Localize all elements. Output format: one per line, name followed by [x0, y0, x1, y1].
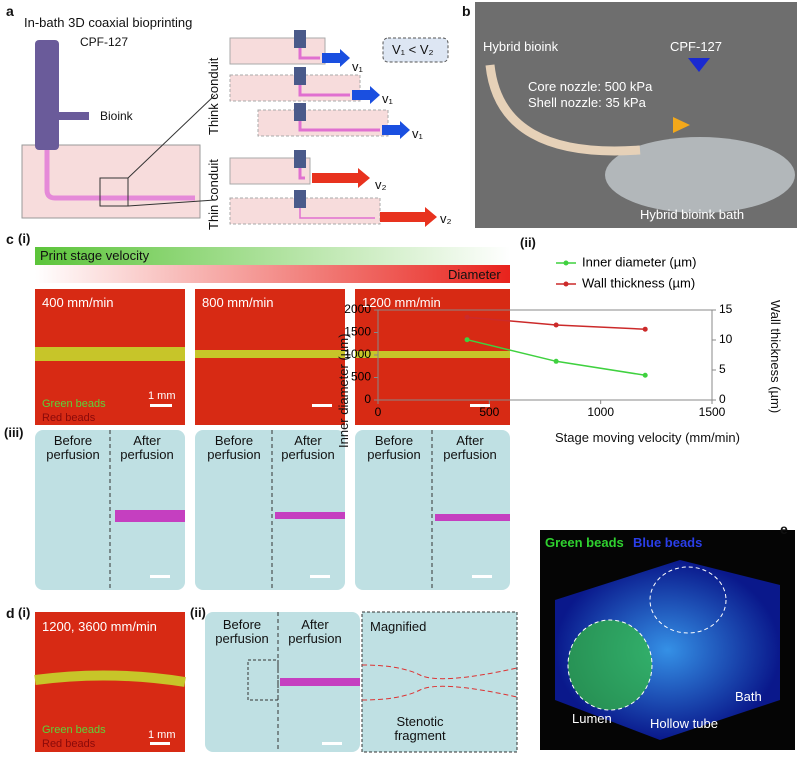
label: Hybrid bioink bath: [640, 207, 745, 222]
label: Green beads: [42, 398, 106, 410]
panel-letter: c: [6, 231, 14, 247]
label: After perfusion: [281, 433, 335, 463]
point: [464, 337, 470, 343]
x-axis-title: Stage moving velocity (mm/min): [555, 430, 740, 445]
legend-label: Inner diameter (µm): [582, 254, 696, 269]
label: 1200, 3600 mm/min: [42, 619, 157, 634]
y-tick-label: 0: [364, 392, 371, 406]
y2-tick-label: 0: [719, 392, 726, 406]
x-tick-label: 0: [375, 405, 382, 419]
label: CPF-127: [80, 35, 129, 49]
label: After perfusion: [443, 433, 497, 463]
legend-label: Wall thickness (µm): [582, 275, 695, 290]
diameter-bar: [35, 265, 510, 283]
y-axis-title: Inner diameter (µm): [336, 333, 351, 448]
label: CPF-127: [670, 39, 723, 54]
label: After perfusion: [288, 617, 342, 647]
label: Before perfusion: [207, 433, 261, 463]
title: In-bath 3D coaxial bioprinting: [24, 15, 193, 30]
panel-letter: d: [6, 605, 15, 621]
line-chart: 0 500 1000 15000500100015002000051015Inner …: [344, 254, 732, 419]
velocity-bar: [35, 247, 510, 265]
legend-marker: [563, 281, 569, 287]
panel-letter: a: [6, 3, 14, 19]
label: Thin conduit: [206, 159, 221, 230]
label: Hollow tube: [650, 716, 718, 731]
images-d: [34, 611, 518, 753]
label: Magnified: [370, 619, 427, 634]
arrow: [673, 117, 690, 133]
label: v₂: [375, 177, 387, 192]
label: Bath: [735, 689, 762, 704]
label: Before perfusion: [215, 617, 269, 647]
label: 400 mm/min: [42, 295, 114, 310]
point: [642, 326, 648, 332]
label: Red beads: [42, 738, 96, 750]
y-tick-label: 1000: [344, 347, 371, 361]
label: Before perfusion: [46, 433, 100, 463]
label: v₁: [412, 126, 423, 141]
fluor-images: [35, 289, 510, 425]
label: 1 mm: [148, 729, 176, 741]
panel-label: (ii): [520, 235, 536, 250]
y2-tick-label: 15: [719, 302, 733, 316]
point: [464, 314, 470, 320]
x-tick-label: 500: [479, 405, 499, 419]
x-tick-label: 1000: [587, 405, 614, 419]
x-tick-label: 1500: [699, 405, 726, 419]
y-tick-label: 1500: [344, 325, 371, 339]
y2-tick-label: 10: [719, 332, 733, 346]
image-e: [540, 530, 795, 750]
point: [553, 358, 559, 364]
label: 1200 mm/min: [362, 295, 441, 310]
label: Diameter: [448, 267, 501, 282]
label: Shell nozzle: 35 kPa: [528, 95, 646, 110]
panel-letter: b: [462, 3, 471, 19]
label: Lumen: [572, 711, 612, 726]
point: [642, 372, 648, 378]
panel-letter: e: [780, 521, 788, 537]
point: [553, 322, 559, 328]
label: Core nozzle: 500 kPa: [528, 79, 653, 94]
panel-label: (i): [18, 605, 31, 620]
label: Blue beads: [633, 535, 703, 550]
perfusion-images: [35, 430, 510, 590]
label: Red beads: [42, 412, 96, 424]
label: Think conduit: [206, 57, 221, 135]
tube: [485, 64, 641, 156]
label: v₂: [440, 211, 452, 226]
panel-label: (iii): [4, 425, 24, 440]
label: After perfusion: [120, 433, 174, 463]
label: V₁ < V₂: [392, 42, 434, 57]
dish: [605, 137, 795, 213]
label: v₁: [382, 91, 393, 106]
y2-axis-title: Wall thickness (µm): [768, 300, 783, 414]
panel-label: (ii): [190, 605, 206, 620]
y-tick-label: 500: [351, 370, 371, 384]
label: v₁: [352, 59, 363, 74]
label: Print stage velocity: [40, 248, 150, 263]
panel-label: (i): [18, 231, 31, 246]
y2-tick-label: 5: [719, 362, 726, 376]
y-tick-label: 2000: [344, 302, 371, 316]
label: Bioink: [100, 109, 133, 123]
label: Before perfusion: [367, 433, 421, 463]
label: Stenotic fragment: [394, 714, 446, 744]
label: 800 mm/min: [202, 295, 274, 310]
legend-marker: [563, 260, 569, 266]
label: Green beads: [42, 724, 106, 736]
label: Green beads: [545, 535, 624, 550]
label: Hybrid bioink: [483, 39, 559, 54]
label: 1 mm: [148, 390, 176, 402]
arrow: [688, 58, 710, 72]
schematic-a: [21, 30, 449, 227]
